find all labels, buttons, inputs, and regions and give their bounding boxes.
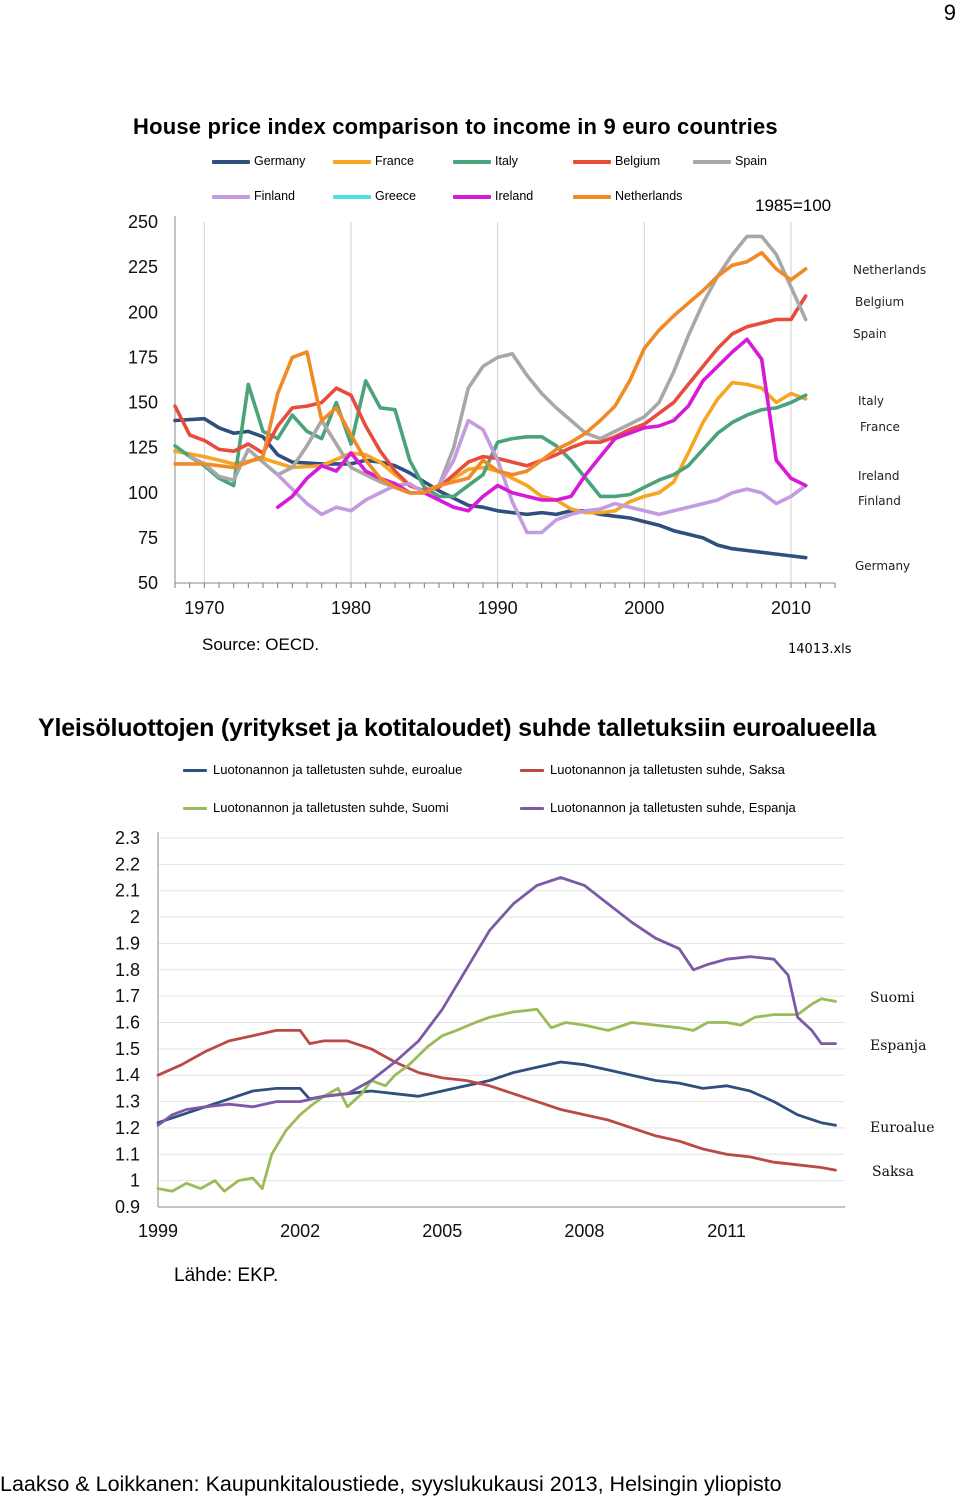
chart1-base-note: 1985=100 xyxy=(755,196,832,215)
chart1-file-name: 14013.xls xyxy=(788,642,852,657)
x-tick-label: 1999 xyxy=(138,1221,178,1241)
page-footer: Laakso & Loikkanen: Kaupunkitaloustiede,… xyxy=(0,1472,782,1496)
legend-swatch xyxy=(453,195,491,199)
y-tick-label: 2.1 xyxy=(115,881,140,901)
y-tick-label: 125 xyxy=(128,438,158,458)
legend-label: Belgium xyxy=(615,154,661,168)
y-tick-label: 1.9 xyxy=(115,933,140,953)
y-tick-label: 175 xyxy=(128,347,158,367)
x-tick-label: 2002 xyxy=(280,1221,320,1241)
y-tick-label: 2.2 xyxy=(115,854,140,874)
page-number: 9 xyxy=(943,0,956,25)
y-tick-label: 1.1 xyxy=(115,1144,140,1164)
legend-label: France xyxy=(375,154,414,168)
legend-label: Luotonannon ja talletusten suhde, euroal… xyxy=(213,762,463,777)
legend-swatch xyxy=(453,160,491,164)
legend-swatch xyxy=(693,160,731,164)
chart1-source: Source: OECD. xyxy=(202,635,320,654)
series-line-finland xyxy=(275,418,808,535)
y-tick-label: 50 xyxy=(138,573,158,593)
y-tick-label: 75 xyxy=(138,528,158,548)
legend-label: Germany xyxy=(254,154,306,168)
legend-label: Luotonannon ja talletusten suhde, Suomi xyxy=(213,800,449,815)
side-label-espanja: Espanja xyxy=(870,1038,927,1054)
chart2-plot: 0.9 1 1.1 1.2 1.3 1.4 1.5 1.6 1.7 1.8 1.9 2 2.1 2.2 2.… xyxy=(115,828,845,1241)
y-tick-label: 0.9 xyxy=(115,1197,140,1217)
x-tick-label: 1980 xyxy=(331,598,371,618)
x-tick-label: 2005 xyxy=(422,1221,462,1241)
y-tick-label: 1.5 xyxy=(115,1039,140,1059)
legend-swatch xyxy=(183,769,207,772)
legend-swatch xyxy=(520,769,544,772)
y-tick-label: 2.3 xyxy=(115,828,140,848)
y-tick-label: 1.6 xyxy=(115,1013,140,1033)
series-line-luotonannon-ja-talletusten-suhde-espanja xyxy=(156,876,837,1127)
legend-swatch xyxy=(333,160,371,164)
x-tick-label: 2008 xyxy=(564,1221,604,1241)
series-line-spain xyxy=(187,234,808,495)
side-label-suomi: Suomi xyxy=(870,990,915,1006)
legend-label: Spain xyxy=(735,154,767,168)
legend-swatch xyxy=(333,195,371,199)
side-label-saksa: Saksa xyxy=(872,1164,914,1180)
y-tick-label: 2 xyxy=(130,907,140,927)
x-tick-label: 1990 xyxy=(478,598,518,618)
legend-swatch xyxy=(520,807,544,810)
side-label-ireland: Ireland xyxy=(858,469,900,483)
chart2-source: Lähde: EKP. xyxy=(174,1265,279,1286)
legend-label: Luotonannon ja talletusten suhde, Saksa xyxy=(550,762,785,777)
y-tick-label: 1 xyxy=(130,1171,140,1191)
series-line-germany xyxy=(173,416,808,560)
series-line-luotonannon-ja-talletusten-suhde-saksa xyxy=(156,1029,837,1172)
side-label-italy: Italy xyxy=(858,394,885,408)
series-line-netherlands xyxy=(173,250,808,495)
legend-label: Greece xyxy=(375,189,416,203)
series-line-ireland xyxy=(275,337,808,513)
legend-label: Italy xyxy=(495,154,518,168)
legend-label: Ireland xyxy=(495,189,534,203)
x-tick-label: 2011 xyxy=(707,1221,746,1241)
legend-swatch xyxy=(212,195,250,199)
series-line-belgium xyxy=(173,294,808,493)
side-label-germany: Germany xyxy=(855,559,911,573)
series-line-luotonannon-ja-talletusten-suhde-suomi xyxy=(156,997,837,1193)
y-tick-label: 200 xyxy=(128,302,158,322)
y-tick-label: 250 xyxy=(128,212,158,232)
side-label-spain: Spain xyxy=(853,327,887,341)
y-tick-label: 1.3 xyxy=(115,1092,140,1112)
x-tick-label: 1970 xyxy=(184,598,224,618)
y-tick-label: 1.2 xyxy=(115,1118,140,1138)
y-tick-label: 1.4 xyxy=(115,1065,140,1085)
y-tick-label: 1.8 xyxy=(115,960,140,980)
legend-swatch xyxy=(573,195,611,199)
chart1-title: House price index comparison to income i… xyxy=(133,114,778,139)
legend-swatch xyxy=(212,160,250,164)
legend-label: Netherlands xyxy=(615,189,683,203)
legend-label: Luotonannon ja talletusten suhde, Espanj… xyxy=(550,800,796,815)
chart1-plot: 50 75 100 125 150 175 200 225 250 1970 1980 1990 200… xyxy=(128,212,836,618)
x-tick-label: 2000 xyxy=(624,598,664,618)
legend-label: Finland xyxy=(254,189,295,203)
legend-swatch xyxy=(573,160,611,164)
y-tick-label: 225 xyxy=(128,257,158,277)
y-tick-label: 1.7 xyxy=(115,986,140,1006)
side-label-belgium: Belgium xyxy=(855,295,905,309)
side-label-france: France xyxy=(860,420,900,434)
x-tick-label: 2010 xyxy=(771,598,811,618)
chart2-title: Yleisöluottojen (yritykset ja kotitaloud… xyxy=(38,714,876,742)
y-tick-label: 100 xyxy=(128,483,158,503)
side-label-finland: Finland xyxy=(858,494,901,508)
legend-swatch xyxy=(183,807,207,810)
series-line-luotonannon-ja-talletusten-suhde-euroalue xyxy=(156,1060,837,1127)
side-label-euroalue: Euroalue xyxy=(870,1120,935,1136)
side-label-netherlands: Netherlands xyxy=(853,263,927,277)
y-tick-label: 150 xyxy=(128,393,158,413)
